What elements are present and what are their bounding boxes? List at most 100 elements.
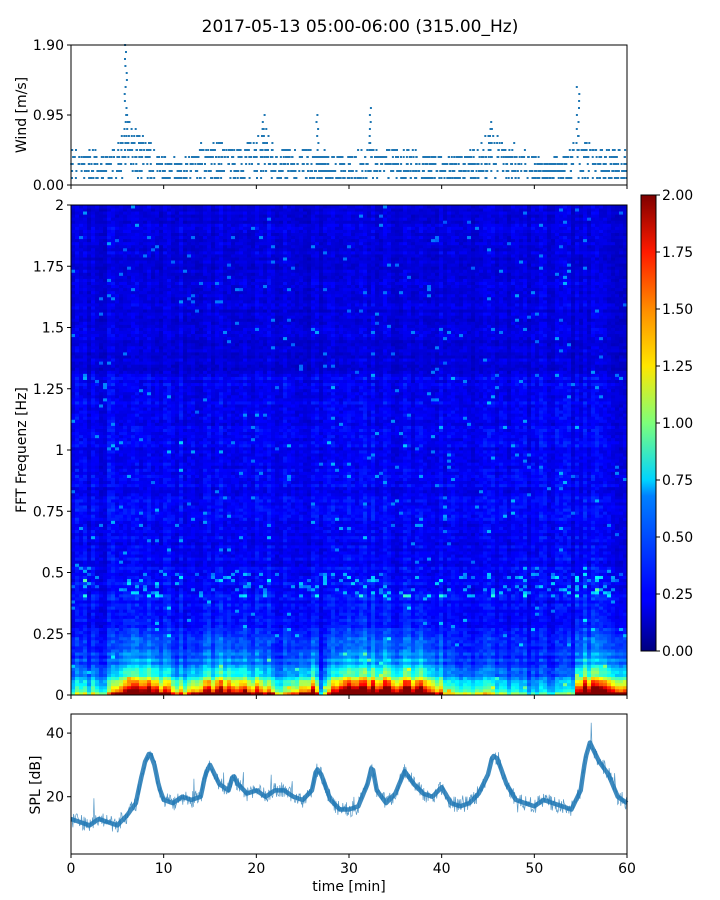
spectrogram-cell	[599, 652, 604, 656]
spectrogram-cell	[279, 621, 284, 625]
spectrogram-cell	[375, 633, 380, 638]
spectrogram-cell	[143, 624, 148, 629]
spectrogram-cell	[411, 661, 416, 665]
spectrogram-cell	[515, 646, 520, 650]
wind-point	[185, 170, 188, 172]
wind-point	[360, 163, 363, 165]
spectrogram-cell	[523, 636, 528, 641]
wind-point	[476, 163, 479, 165]
spectrogram-cell	[103, 630, 108, 635]
spectrogram-cell	[567, 661, 572, 665]
spectrogram-cell	[255, 655, 260, 659]
spectrogram-cell	[587, 658, 592, 662]
wind-point	[210, 163, 213, 165]
spectrogram-cell	[367, 667, 372, 671]
wind-point	[280, 177, 282, 179]
spectrogram-cell	[619, 639, 624, 644]
wind-point	[554, 156, 557, 158]
spectrogram-cell	[287, 633, 292, 638]
spectrogram-cell	[599, 642, 604, 647]
spectrogram-cell	[487, 658, 492, 662]
spectrogram-cell	[279, 652, 284, 656]
spectrogram-cell	[147, 664, 152, 668]
spectrogram-cell	[243, 615, 248, 619]
wind-point	[578, 107, 580, 109]
spectrogram-cell	[467, 624, 472, 629]
wind-point	[361, 170, 364, 172]
spectrogram-cell	[315, 649, 320, 653]
spectrogram-cell	[87, 615, 92, 619]
spectrogram-cell	[323, 661, 328, 665]
spectrogram-cell	[227, 615, 232, 619]
spectrogram-cell	[243, 691, 248, 696]
spectrogram-cell	[191, 661, 196, 665]
spectrogram-cell	[363, 633, 368, 638]
spectrogram-cell	[447, 618, 452, 622]
spectrogram-cell	[119, 682, 124, 687]
spectrogram-cell	[307, 633, 312, 638]
wind-point	[272, 163, 275, 165]
spectrogram-cell	[415, 661, 420, 665]
spectrogram-cell	[475, 627, 480, 632]
spectrogram-cell	[255, 661, 260, 665]
wind-point	[579, 170, 582, 172]
spectrogram-cell	[419, 667, 424, 671]
spectrogram-cell	[571, 673, 576, 678]
spectrogram-cell	[371, 633, 376, 638]
spectrogram-cell	[447, 676, 452, 681]
spectrogram-cell	[87, 679, 92, 684]
spectrogram-cell	[183, 652, 188, 656]
spectrogram-cell	[119, 639, 124, 644]
spectrogram-cell	[567, 658, 572, 662]
wind-point	[218, 170, 221, 172]
spectrogram-cell	[335, 639, 340, 644]
spectrogram-cell	[103, 624, 108, 629]
spectrogram-cell	[511, 624, 516, 629]
spectrogram-cell	[383, 670, 388, 674]
wind-point	[375, 170, 378, 172]
spectrogram-cell	[483, 630, 488, 635]
spectrogram-cell	[511, 642, 516, 647]
spectrogram-cell	[607, 688, 612, 693]
spectrogram-cell	[543, 670, 548, 674]
wind-point	[489, 135, 491, 137]
spectrogram-cell	[391, 630, 396, 635]
spectrogram-cell	[147, 636, 152, 641]
spectrogram-cell	[211, 676, 216, 681]
spectrogram-cell	[375, 691, 380, 696]
spectrogram-cell	[467, 664, 472, 668]
spectrogram-cell	[475, 691, 480, 696]
spectrogram-cell	[187, 667, 192, 671]
spectrogram-cell	[359, 664, 364, 668]
wind-point	[327, 177, 330, 179]
spectrogram-cell	[99, 658, 104, 662]
spectrogram-cell	[475, 621, 480, 625]
spectrogram-cell	[343, 642, 348, 647]
spectrogram-cell	[383, 639, 388, 644]
spectrogram-cell	[231, 691, 236, 696]
spectrogram-cell	[227, 670, 232, 674]
spectrogram-cell	[119, 649, 124, 653]
spectrogram-cell	[583, 618, 588, 622]
spectrogram-cell	[147, 682, 152, 687]
spectrogram-cell	[443, 627, 448, 632]
wind-point	[319, 163, 322, 165]
wind-point	[433, 163, 436, 165]
spectrogram-cell	[571, 667, 576, 671]
spectrogram-cell	[547, 649, 552, 653]
spectrogram-cell	[491, 676, 496, 681]
spectrogram-cell	[483, 621, 488, 625]
wind-point	[117, 142, 120, 144]
spectrogram-cell	[567, 685, 572, 690]
spectrogram-cell	[535, 636, 540, 641]
spectrogram-cell	[195, 688, 200, 693]
wind-point	[229, 170, 232, 172]
spectrogram-cell	[363, 679, 368, 684]
wind-point	[124, 149, 126, 151]
spectrogram-cell	[427, 621, 432, 625]
spectrogram-cell	[567, 688, 572, 693]
spectrogram-cell	[567, 676, 572, 681]
wind-point	[145, 149, 148, 151]
spectrogram-cell	[259, 630, 264, 635]
spectrogram-cell	[519, 688, 524, 693]
